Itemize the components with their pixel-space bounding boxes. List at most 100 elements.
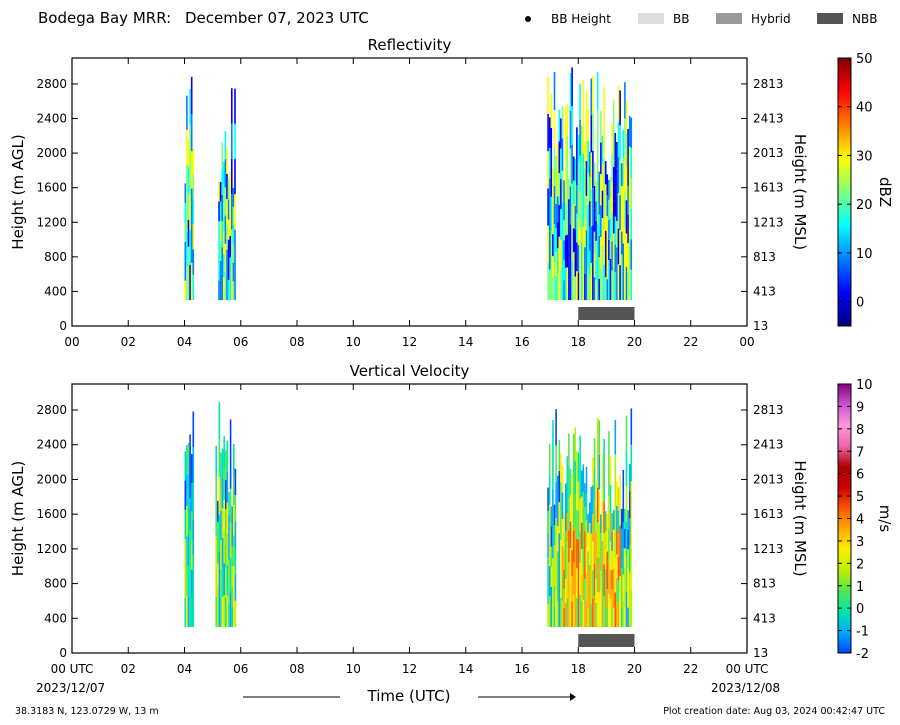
echo-cell xyxy=(603,470,605,502)
echo-cell xyxy=(600,514,602,534)
echo-cell xyxy=(611,182,613,212)
echo-cell xyxy=(558,204,561,237)
echo-cell xyxy=(221,273,223,301)
echo-cell xyxy=(563,220,565,241)
echo-cell xyxy=(561,600,564,627)
echo-cell xyxy=(187,534,190,566)
echo-cell xyxy=(553,110,556,148)
y-tick-label-right: 1213 xyxy=(753,542,784,556)
echo-cell xyxy=(628,518,631,546)
echo-cell xyxy=(223,499,225,532)
nbb-bar xyxy=(578,307,635,320)
echo-cell xyxy=(221,597,224,627)
echo-cell xyxy=(595,531,597,556)
echo-cell xyxy=(226,224,228,250)
echo-cell xyxy=(625,200,628,234)
echo-cell xyxy=(603,532,605,565)
echo-cell xyxy=(619,550,621,577)
echo-cell xyxy=(187,442,190,474)
echo-cell xyxy=(215,596,217,627)
echo-cell xyxy=(192,591,195,627)
echo-cell xyxy=(560,118,562,149)
echo-cell xyxy=(620,548,623,568)
echo-cell xyxy=(566,202,569,235)
echo-cell xyxy=(606,237,609,259)
echo-cell xyxy=(611,608,613,627)
echo-cell xyxy=(609,218,612,239)
echo-cell xyxy=(590,78,593,116)
legend-label-nbb: NBB xyxy=(852,12,877,26)
echo-cell xyxy=(186,475,188,506)
echo-cell xyxy=(186,536,188,567)
echo-cell xyxy=(547,76,549,114)
echo-cell xyxy=(547,225,549,263)
echo-cell xyxy=(217,521,219,543)
echo-cell xyxy=(624,191,626,228)
echo-cell xyxy=(572,252,575,277)
echo-cell xyxy=(620,208,623,232)
echo-cell xyxy=(617,510,620,534)
echo-cell xyxy=(585,520,588,547)
echo-cell xyxy=(572,228,575,253)
echo-cell xyxy=(590,115,593,153)
echo-cell xyxy=(624,509,626,529)
echo-cell xyxy=(232,262,235,282)
y-tick-label-right: 2813 xyxy=(753,403,784,417)
echo-cell xyxy=(187,504,190,535)
echo-cell xyxy=(561,203,564,236)
echo-cell xyxy=(555,518,557,555)
echo-cell xyxy=(569,547,572,575)
echo-cell xyxy=(619,265,621,300)
echo-cell xyxy=(553,586,556,607)
echo-cell xyxy=(227,259,230,280)
echo-cell xyxy=(225,479,227,510)
echo-cell xyxy=(556,576,559,602)
echo-cell xyxy=(218,401,221,440)
echo-cell xyxy=(221,168,223,195)
echo-cell xyxy=(226,199,228,225)
echo-cell xyxy=(564,483,567,508)
echo-cell xyxy=(627,271,629,300)
echo-cell xyxy=(603,122,605,159)
echo-cell xyxy=(601,540,604,570)
echo-cell xyxy=(229,171,231,194)
echo-cell xyxy=(600,533,602,552)
echo-cell xyxy=(614,133,617,161)
echo-cell xyxy=(550,265,553,300)
echo-cell xyxy=(568,433,570,466)
echo-cell xyxy=(231,586,233,607)
echo-cell xyxy=(606,279,609,300)
echo-cell xyxy=(593,564,596,596)
echo-cell xyxy=(609,570,612,599)
echo-cell xyxy=(221,247,223,274)
echo-cell xyxy=(608,529,610,562)
echo-cell xyxy=(219,280,222,301)
echo-cell xyxy=(558,533,561,565)
echo-cell xyxy=(184,280,187,301)
echo-cell xyxy=(587,141,589,173)
y-tick-label-right: 1213 xyxy=(753,215,784,229)
echo-cell xyxy=(601,569,604,599)
echo-cell xyxy=(568,562,570,595)
echo-cell xyxy=(566,541,569,571)
echo-cell xyxy=(608,260,610,280)
echo-cell xyxy=(229,557,232,593)
echo-cell xyxy=(630,178,633,209)
echo-cell xyxy=(576,451,578,481)
echo-cell xyxy=(226,533,229,565)
echo-cell xyxy=(192,274,195,300)
echo-cell xyxy=(609,484,612,514)
echo-cell xyxy=(616,578,618,603)
echo-cell xyxy=(572,433,575,466)
echo-cell xyxy=(234,194,236,230)
echo-cell xyxy=(234,468,237,496)
echo-cell xyxy=(556,170,559,197)
echo-cell xyxy=(611,123,613,154)
echo-cell xyxy=(226,564,229,596)
echo-cell xyxy=(226,471,229,503)
echo-cell xyxy=(606,258,609,280)
echo-cell xyxy=(569,224,572,263)
echo-cell xyxy=(184,222,187,242)
echo-cell xyxy=(604,230,607,254)
